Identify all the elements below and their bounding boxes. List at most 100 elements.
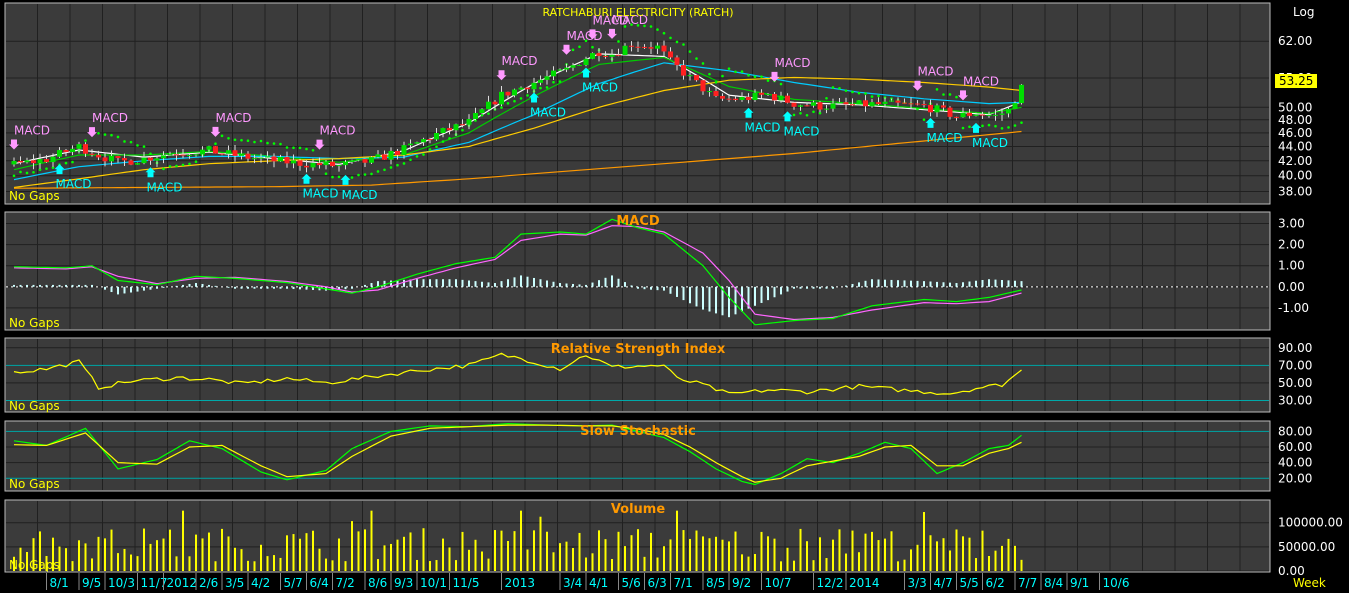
candle — [525, 87, 530, 94]
candle — [915, 100, 920, 106]
candle — [356, 158, 361, 162]
candle — [310, 158, 316, 171]
axis-tick-label: 30.00 — [1278, 393, 1312, 407]
period-label[interactable]: Week — [1293, 576, 1326, 590]
sar-dot — [227, 136, 230, 140]
sar-dot — [1007, 126, 1010, 129]
sar-dot — [636, 24, 640, 27]
candle — [252, 154, 257, 164]
date-tick-label: 5/7 — [284, 576, 303, 590]
svg-text:MACD: MACD — [147, 180, 183, 194]
axis-tick-label: 2.00 — [1278, 238, 1305, 252]
macd-lines — [13, 218, 1022, 326]
candle — [258, 153, 264, 163]
date-tick-label: 8/1 — [50, 576, 69, 590]
candle — [622, 43, 628, 56]
macd-sell-signal: MACD — [314, 124, 355, 150]
sar-dot — [669, 36, 672, 40]
chart-title: RATCHABURI ELECTRICITY (RATCH) — [542, 6, 733, 19]
svg-text:MACD: MACD — [92, 111, 128, 125]
sar-dot — [857, 91, 861, 95]
sar-dot — [194, 160, 198, 164]
svg-text:MACD: MACD — [963, 74, 999, 88]
candle — [44, 155, 49, 163]
candle — [226, 145, 231, 159]
candle — [200, 146, 205, 158]
sar-dot — [766, 79, 770, 82]
candle — [986, 111, 992, 118]
macd-sell-signal: MACD — [87, 111, 128, 138]
stochastic-panel[interactable] — [4, 420, 1271, 492]
candle — [856, 100, 862, 106]
candle — [369, 156, 374, 165]
macd-sell-signal: MACD — [9, 123, 50, 150]
sar-dot — [383, 168, 386, 172]
sar-dot — [1013, 124, 1017, 127]
sar-dot — [175, 164, 178, 168]
svg-text:MACD: MACD — [593, 13, 629, 27]
sar-dot — [259, 139, 263, 143]
candle — [609, 49, 615, 62]
candle — [135, 162, 140, 165]
sar-dot — [311, 148, 315, 152]
sar-dot — [721, 74, 724, 78]
sar-dot — [968, 125, 971, 129]
price-panel[interactable] — [4, 2, 1271, 205]
candle — [161, 151, 166, 164]
candle — [785, 93, 790, 104]
sar-dot — [181, 163, 185, 167]
rsi-panel[interactable] — [4, 337, 1271, 413]
candle — [245, 151, 251, 162]
sar-dot — [740, 70, 744, 73]
candle — [960, 107, 966, 118]
date-tick-label: 6/4 — [310, 576, 329, 590]
candle — [434, 128, 439, 141]
date-tick-label: 10/7 — [765, 576, 792, 590]
sar-dot — [415, 155, 419, 158]
sar-dot — [123, 140, 126, 143]
sar-dot — [448, 137, 451, 140]
sar-dot — [864, 92, 867, 95]
no-gaps-label: No Gaps — [9, 558, 60, 572]
date-tick-label: 2013 — [505, 576, 536, 590]
sar-dot — [558, 80, 562, 83]
moving-average-green — [13, 56, 1022, 171]
date-tick-label: 4/1 — [589, 576, 608, 590]
macd-buy-signal: MACD — [782, 111, 819, 138]
candle — [343, 159, 348, 170]
no-gaps-label: No Gaps — [9, 189, 60, 203]
macd-panel[interactable] — [4, 211, 1271, 331]
sar-dot — [591, 45, 594, 49]
sar-dot — [25, 171, 29, 175]
candle — [187, 153, 192, 159]
sar-dot — [714, 81, 718, 84]
axis-tick-label: 38.00 — [1278, 184, 1312, 198]
sar-dot — [506, 102, 510, 105]
date-tick-label: 12/2 — [817, 576, 844, 590]
macd-buy-signal: MACD — [529, 92, 566, 120]
candle — [323, 159, 329, 170]
candle — [752, 89, 758, 102]
candle — [616, 48, 621, 57]
date-tick-label: 3/4 — [563, 576, 582, 590]
candle — [908, 97, 914, 109]
candle — [349, 159, 355, 164]
candle — [590, 52, 595, 60]
macd-sell-signal: MACD — [912, 65, 954, 91]
candle — [739, 92, 745, 102]
candle — [973, 112, 979, 117]
sar-dot — [584, 39, 588, 43]
date-tick-label: 10/3 — [108, 576, 135, 590]
sar-dot — [51, 166, 55, 169]
sar-dot — [916, 107, 919, 111]
candle — [284, 151, 290, 168]
candle — [466, 114, 472, 130]
date-tick-label: 10/6 — [1103, 576, 1130, 590]
candle — [759, 89, 764, 99]
svg-text:MACD: MACD — [918, 65, 954, 79]
candle — [720, 93, 725, 102]
sar-dot — [84, 139, 87, 142]
moving-average-lines — [13, 53, 1022, 189]
moving-average-orange — [13, 130, 1022, 189]
